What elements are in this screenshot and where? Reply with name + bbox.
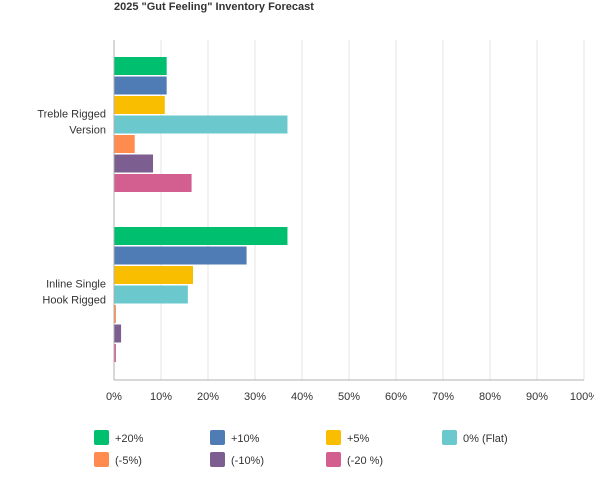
legend-label: +20%: [115, 433, 144, 445]
legend-swatch: [442, 430, 457, 445]
x-tick-label: 60%: [385, 391, 407, 403]
bar: [114, 285, 188, 304]
x-tick-label: 10%: [150, 391, 172, 403]
bar: [114, 227, 288, 245]
legend-label: (-20 %): [347, 455, 383, 467]
legend: +20% +10% +5% 0% (Flat) (-5%) (-10%) (-20 %): [94, 430, 508, 467]
legend-label: (-10%): [231, 455, 264, 467]
chart-title: 2025 "Gut Feeling" Inventory Forecast: [114, 1, 314, 13]
legend-swatch: [326, 452, 341, 467]
legend-label: (-5%): [115, 455, 142, 467]
legend-item: (-10%): [210, 452, 264, 467]
bar: [114, 344, 116, 362]
legend-label: 0% (Flat): [463, 433, 508, 445]
bar: [114, 135, 135, 153]
x-tick-label: 100%: [570, 391, 594, 403]
legend-item: +5%: [326, 430, 370, 445]
x-tick-label: 20%: [197, 391, 219, 403]
bar: [114, 96, 165, 114]
x-tick-label: 0%: [106, 391, 122, 403]
bar: [114, 115, 288, 134]
bar: [114, 154, 154, 173]
x-tick-label: 80%: [479, 391, 501, 403]
x-tick-label: 90%: [526, 391, 548, 403]
bar: [114, 76, 167, 95]
legend-swatch: [210, 430, 225, 445]
category-label: Treble Rigged Version: [37, 108, 106, 136]
legend-label: +10%: [231, 433, 260, 445]
bar: [114, 246, 247, 265]
legend-item: +10%: [210, 430, 260, 445]
bar: [114, 266, 193, 284]
category-labels: Treble Rigged Version Inline Single Hook Ri…: [37, 108, 106, 306]
x-tick-label: 50%: [338, 391, 360, 403]
x-tick-label: 30%: [244, 391, 266, 403]
legend-swatch: [210, 452, 225, 467]
bar: [114, 305, 116, 323]
category-label: Inline Single Hook Rigged: [42, 278, 106, 306]
x-tick-label: 40%: [291, 391, 313, 403]
bars: [114, 57, 288, 362]
legend-item: 0% (Flat): [442, 430, 508, 445]
x-tick-label: 70%: [432, 391, 454, 403]
legend-swatch: [94, 430, 109, 445]
legend-label: +5%: [347, 433, 370, 445]
bar: [114, 324, 122, 343]
x-axis: 0% 10% 20% 30% 40% 50% 60% 70% 80% 90% 100%: [106, 40, 594, 403]
legend-item: (-20 %): [326, 452, 383, 467]
gridlines: [160, 40, 585, 380]
bar: [114, 174, 192, 192]
legend-item: +20%: [94, 430, 144, 445]
legend-item: (-5%): [94, 452, 142, 467]
legend-swatch: [326, 430, 341, 445]
bar: [114, 57, 167, 75]
legend-swatch: [94, 452, 109, 467]
